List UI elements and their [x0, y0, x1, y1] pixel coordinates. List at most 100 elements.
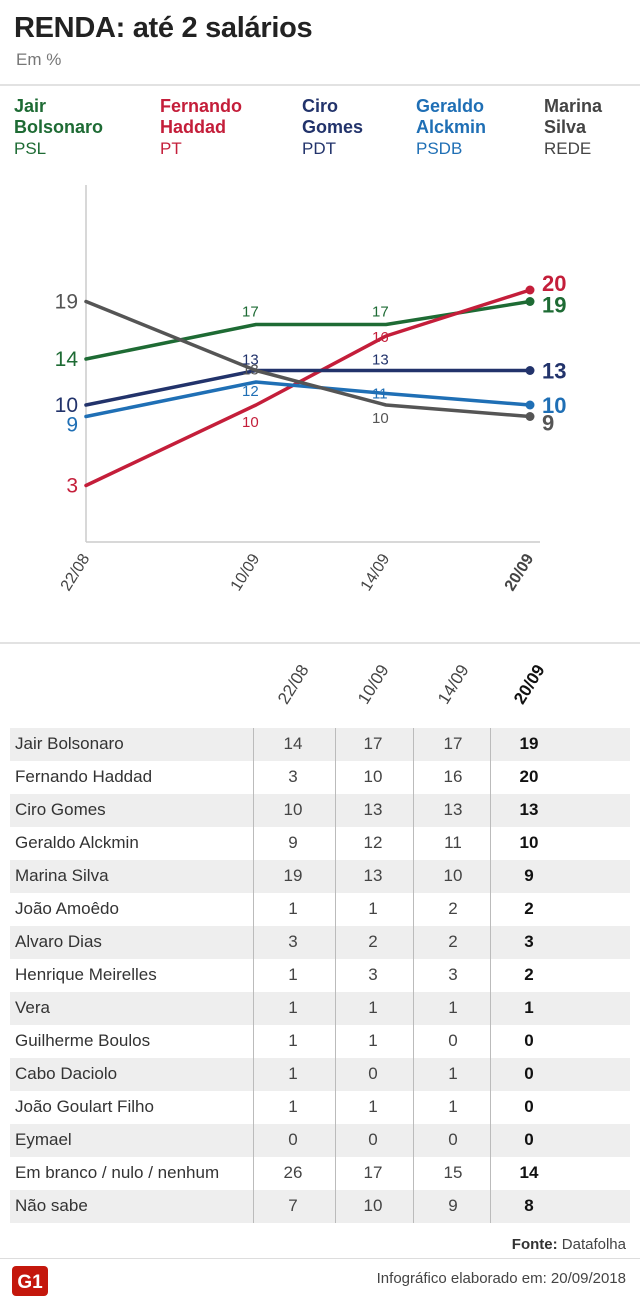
- legend-item: Marina Silva REDE: [544, 96, 640, 159]
- table-cell: 19: [283, 866, 303, 885]
- legend-party-name: PSDB: [416, 139, 463, 158]
- series-point-label: 17: [242, 304, 259, 321]
- row-candidate-name: Ciro Gomes: [15, 800, 106, 819]
- table-cell: 13: [519, 800, 539, 819]
- source-name: Datafolha: [561, 1236, 626, 1253]
- series-end-label: 13: [542, 359, 566, 384]
- table-row: Ciro Gomes 10 13 13 13: [10, 794, 630, 827]
- table-cell: 3: [288, 932, 298, 951]
- table-cell: 3: [448, 965, 458, 984]
- series-point-label: 13: [242, 352, 259, 369]
- series-point-label: 12: [242, 383, 259, 400]
- table-cell: 9: [448, 1196, 458, 1215]
- table-cell: 0: [524, 1097, 534, 1116]
- table-cell: 8: [524, 1196, 534, 1215]
- series-start-label: 10: [55, 394, 78, 417]
- row-candidate-name: Marina Silva: [15, 866, 109, 885]
- table-cell: 14: [519, 1163, 539, 1182]
- table-cell: 1: [368, 899, 378, 918]
- legend-party-name: PT: [160, 139, 182, 158]
- column-header: 10/09: [354, 661, 393, 708]
- table-cell: 0: [448, 1031, 458, 1050]
- series-end-label: 9: [542, 411, 554, 436]
- series-point-label: 13: [372, 352, 389, 369]
- table-cell: 3: [524, 932, 534, 951]
- series-end-label: 10: [542, 393, 566, 418]
- table-cell: 17: [363, 1163, 383, 1182]
- table-cell: 0: [524, 1064, 534, 1083]
- logo-text: G1: [17, 1272, 43, 1293]
- page-title: RENDA: até 2 salários: [14, 12, 313, 44]
- row-candidate-name: Guilherme Boulos: [15, 1031, 151, 1050]
- x-tick-label: 20/09: [502, 551, 538, 594]
- x-tick-label: 10/09: [228, 551, 264, 594]
- row-candidate-name: Alvaro Dias: [15, 932, 102, 951]
- table-cell: 14: [283, 734, 303, 753]
- table-cell: 15: [443, 1163, 463, 1182]
- series-start-label: 9: [66, 414, 78, 437]
- series-end-point: [525, 366, 535, 375]
- legend-item: Jair Bolsonaro PSL: [14, 96, 134, 159]
- column-header: 20/09: [510, 661, 549, 708]
- divider: [0, 1258, 640, 1259]
- source-label: Fonte:: [511, 1236, 558, 1253]
- series-start-label: 14: [55, 348, 79, 371]
- table-cell: 1: [448, 1064, 458, 1083]
- row-candidate-name: Em branco / nulo / nenhum: [15, 1163, 220, 1182]
- table-cell: 0: [524, 1031, 534, 1050]
- column-header: 22/08: [274, 661, 313, 708]
- table-cell: 17: [443, 734, 463, 753]
- table-cell: 1: [288, 1064, 298, 1083]
- table-cell: 9: [524, 866, 534, 885]
- row-candidate-name: Não sabe: [15, 1196, 88, 1215]
- series-point-label: 13: [242, 362, 259, 379]
- series-end-label: 19: [542, 293, 566, 318]
- legend-candidate-name: Geraldo Alckmin: [416, 96, 487, 137]
- table-cell: 19: [519, 734, 539, 753]
- table-row: João Amoêdo 1 1 2 2: [10, 893, 630, 926]
- series-line: [84, 368, 532, 407]
- legend-candidate-name: Fernando Haddad: [160, 96, 243, 137]
- table-cell: 7: [288, 1196, 298, 1215]
- row-candidate-name: Vera: [15, 998, 50, 1017]
- table-row: Não sabe 7 10 9 8: [10, 1190, 630, 1223]
- table-row: Jair Bolsonaro 14 17 17 19: [10, 728, 630, 761]
- table-cell: 0: [524, 1130, 534, 1149]
- row-candidate-name: Eymael: [15, 1130, 72, 1149]
- table-cell: 16: [443, 767, 463, 786]
- series-line: [84, 299, 532, 419]
- table-cell: 1: [288, 965, 298, 984]
- table-cell: 11: [444, 833, 462, 852]
- table-cell: 3: [368, 965, 378, 984]
- table-cell: 1: [368, 1031, 378, 1050]
- table-cell: 1: [288, 998, 298, 1017]
- column-separator: [253, 728, 254, 1223]
- table-row: Geraldo Alckmin 9 12 11 10: [10, 827, 630, 860]
- row-candidate-name: Cabo Daciolo: [15, 1064, 118, 1083]
- table-cell: 17: [363, 734, 383, 753]
- series-end-point: [525, 400, 535, 410]
- series-point-label: 16: [372, 329, 389, 346]
- table-row: Cabo Daciolo 1 0 1 0: [10, 1058, 630, 1091]
- table-cell: 10: [519, 833, 539, 852]
- divider: [0, 642, 640, 644]
- legend-candidate-name: Ciro Gomes: [302, 96, 364, 137]
- table-cell: 1: [368, 1097, 378, 1116]
- table-cell: 12: [363, 833, 383, 852]
- table-row: Vera 1 1 1 1: [10, 992, 630, 1025]
- legend-candidate-name: Jair Bolsonaro: [14, 96, 104, 137]
- row-candidate-name: Jair Bolsonaro: [15, 734, 124, 753]
- series-point-label: 11: [372, 386, 388, 403]
- row-candidate-name: Geraldo Alckmin: [15, 833, 139, 852]
- legend-party-name: PSL: [14, 139, 47, 158]
- series-end-point: [525, 412, 535, 421]
- series-start-label: 19: [55, 291, 78, 314]
- table-cell: 1: [524, 998, 534, 1017]
- page-subtitle: Em %: [16, 50, 62, 69]
- series-end-label: 20: [542, 271, 566, 296]
- legend-party-name: REDE: [544, 139, 592, 158]
- table-row: Marina Silva 19 13 10 9: [10, 860, 630, 893]
- table-cell: 2: [368, 932, 378, 951]
- table-cell: 1: [448, 998, 458, 1017]
